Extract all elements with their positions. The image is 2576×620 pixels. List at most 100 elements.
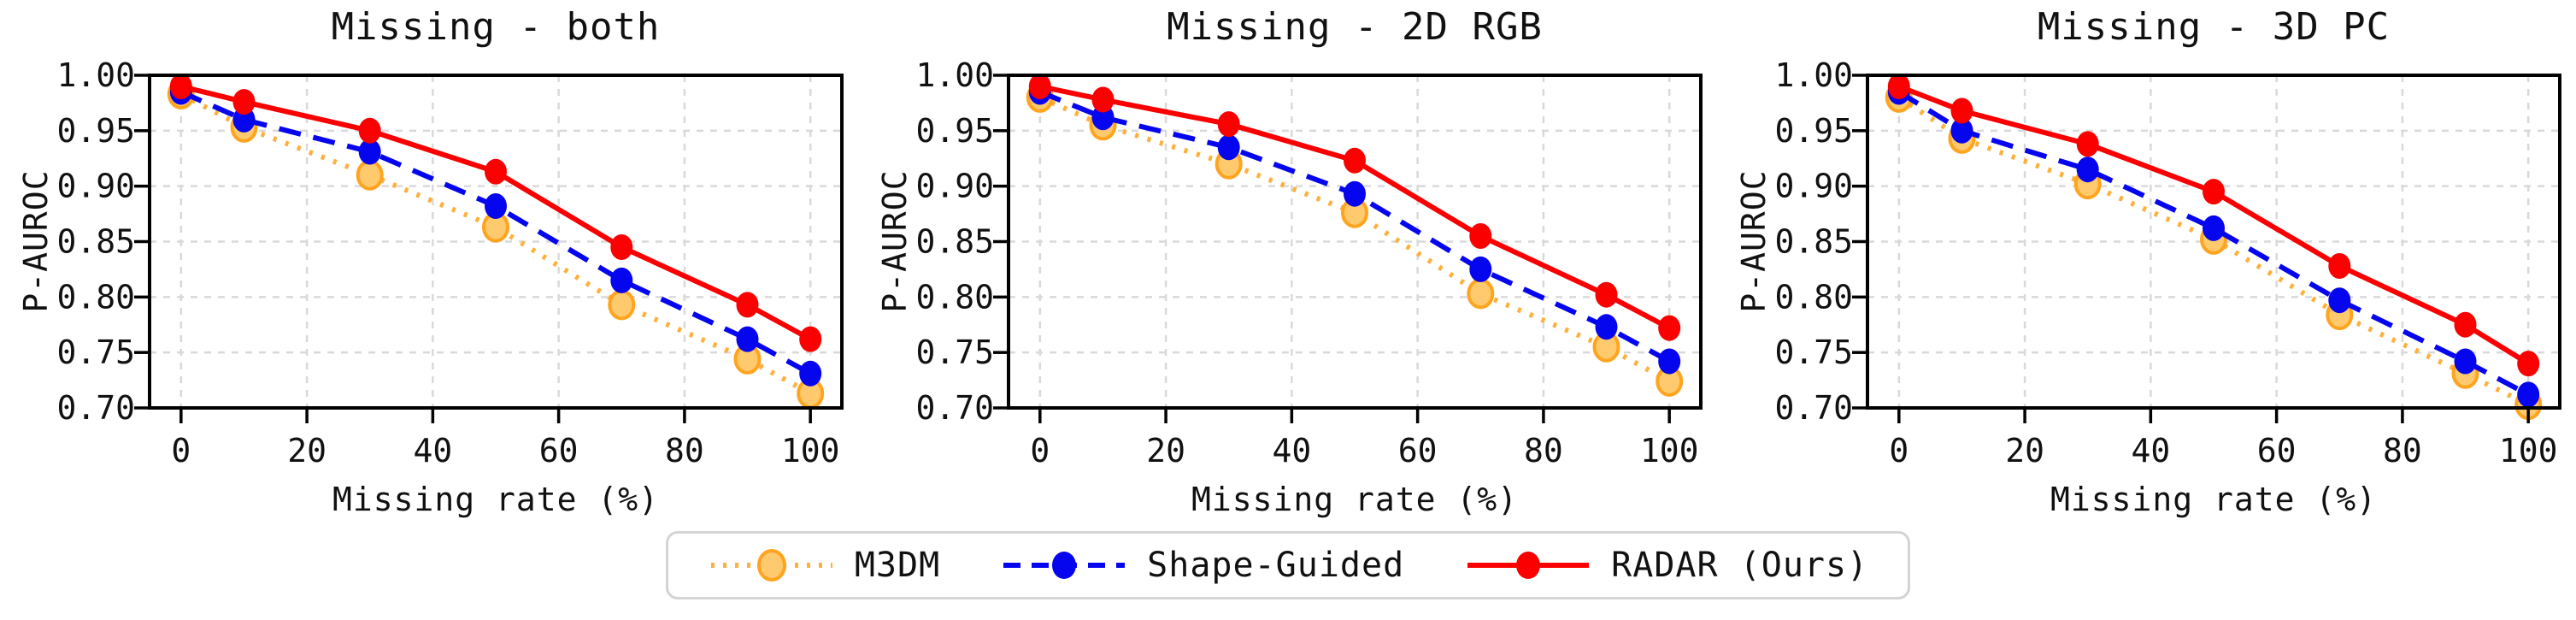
data-point-radar-ours [1091, 86, 1115, 113]
data-point-m3dm [356, 159, 384, 191]
legend: M3DM Shape-Guided RADAR (Ours) [665, 531, 1911, 599]
data-point-radar-ours [736, 292, 759, 318]
data-point-radar-ours [232, 89, 256, 115]
data-point-shape-guided [1344, 180, 1366, 207]
legend-sample-marker [1516, 552, 1541, 579]
y-tick-label: 0.90 [915, 168, 994, 205]
legend-item-m3dm: M3DM [708, 546, 940, 585]
x-tick-label: 40 [413, 432, 452, 469]
y-tick-label: 0.85 [56, 223, 135, 261]
data-point-shape-guided [1950, 117, 1973, 144]
legend-item-shape-guided: Shape-Guided [1000, 546, 1404, 585]
data-point-shape-guided [1595, 314, 1618, 340]
chart-title-missing-3d-pc: Missing - 3D PC [2037, 5, 2391, 49]
data-point-radar-ours [1028, 74, 1051, 99]
data-point-shape-guided [2076, 156, 2099, 183]
x-axis-label: Missing rate (%) [1191, 481, 1519, 518]
chart-title-missing-both: Missing - both [331, 5, 661, 49]
y-axis-label: P-AUROC [1735, 169, 1773, 313]
data-point-shape-guided [1091, 104, 1115, 131]
y-tick-label: 0.75 [56, 334, 135, 371]
data-point-shape-guided [232, 106, 256, 133]
y-tick-label: 0.95 [56, 112, 135, 150]
data-point-shape-guided [358, 139, 381, 165]
y-tick-label: 0.90 [56, 168, 135, 205]
y-tick-label: 0.70 [1774, 389, 1853, 427]
figure: Missing - both 0 20 40 60 80 100 0.70 0.75 0.80 0… [0, 0, 2576, 526]
chart-missing-both: 0 20 40 60 80 100 0.70 0.75 0.80 0.85 0.90 0.95 1.00 [56, 56, 844, 469]
data-point-shape-guided [2517, 381, 2540, 408]
data-point-shape-guided [2328, 287, 2351, 314]
y-axis-label: P-AUROC [17, 169, 55, 313]
data-point-shape-guided [1658, 348, 1681, 375]
data-point-radar-ours [1658, 315, 1681, 341]
y-tick-label: 1.00 [1774, 56, 1853, 94]
series-line-m3dm [179, 92, 812, 396]
data-point-shape-guided [1469, 256, 1492, 282]
chart-title-missing-2d-rgb: Missing - 2D RGB [1167, 5, 1543, 49]
x-axis-label: Missing rate (%) [332, 481, 660, 518]
data-point-radar-ours [1469, 223, 1492, 249]
legend-sample-m3dm-icon [710, 549, 832, 582]
data-point-shape-guided [736, 326, 759, 352]
data-point-shape-guided [799, 360, 822, 387]
y-tick-label: 0.75 [1774, 334, 1853, 371]
panel-missing-3d-pc: Missing - 3D PC 0 20 40 60 80 100 0.70 0.75 0.80… [1718, 0, 2576, 526]
data-point-radar-ours [1950, 97, 1973, 124]
x-tick-label: 100 [781, 432, 840, 469]
data-point-shape-guided [2454, 348, 2477, 375]
legend-sample-radar-ours-icon [1467, 552, 1590, 579]
plot-border [1007, 74, 1703, 410]
x-tick-label: 80 [665, 432, 704, 469]
data-point-shape-guided [1217, 134, 1240, 161]
y-tick-label: 0.80 [915, 278, 994, 316]
x-tick-label: 60 [1398, 432, 1438, 469]
plot-border [1866, 74, 2561, 410]
y-tick-label: 0.75 [915, 334, 994, 371]
data-point-radar-ours [169, 74, 192, 99]
y-tick-label: 0.80 [56, 278, 135, 316]
x-tick-label: 20 [287, 432, 326, 469]
y-tick-label: 0.90 [1774, 168, 1853, 205]
legend-label-shape-guided: Shape-Guided [1147, 546, 1405, 585]
y-tick-label: 0.95 [915, 112, 994, 150]
legend-label-radar-ours: RADAR (Ours) [1611, 546, 1869, 585]
data-point-m3dm [1467, 278, 1495, 310]
data-point-radar-ours [2076, 131, 2099, 157]
x-tick-label: 0 [171, 432, 191, 469]
x-tick-label: 60 [2257, 432, 2297, 469]
legend-sample-marker [1052, 552, 1077, 579]
x-tick-label: 60 [539, 432, 579, 469]
y-tick-label: 1.00 [915, 56, 994, 94]
plot-border [148, 74, 844, 410]
x-tick-label: 0 [1030, 432, 1050, 469]
x-tick-label: 100 [1640, 432, 1699, 469]
y-tick-label: 0.70 [56, 389, 135, 427]
panel-missing-2d-rgb: Missing - 2D RGB 0 20 40 60 80 100 0.70 0.75 0.8… [859, 0, 1718, 526]
y-tick-label: 0.95 [1774, 112, 1853, 150]
panel-missing-both: Missing - both 0 20 40 60 80 100 0.70 0.75 0.80 0… [0, 0, 859, 526]
x-tick-label: 100 [2499, 432, 2558, 469]
data-point-radar-ours [485, 158, 507, 185]
x-tick-label: 80 [2383, 432, 2422, 469]
legend-row: M3DM Shape-Guided RADAR (Ours) [0, 526, 2576, 620]
x-axis-label: Missing rate (%) [2050, 481, 2378, 518]
legend-sample-marker [756, 549, 786, 582]
x-tick-label: 80 [1524, 432, 1563, 469]
legend-label-m3dm: M3DM [854, 546, 941, 585]
y-tick-label: 1.00 [56, 56, 135, 94]
data-point-radar-ours [2517, 351, 2540, 377]
chart-missing-2d-rgb: 0 20 40 60 80 100 0.70 0.75 0.80 0.85 0.90 0.95 1.00 [915, 56, 1703, 469]
x-tick-label: 20 [2005, 432, 2044, 469]
legend-sample-shape-guided-icon [1003, 552, 1126, 579]
data-point-m3dm [608, 289, 636, 321]
x-tick-label: 20 [1146, 432, 1185, 469]
x-tick-label: 40 [2131, 432, 2170, 469]
data-point-radar-ours [799, 326, 822, 352]
data-point-radar-ours [1887, 74, 1910, 99]
data-point-radar-ours [1217, 111, 1240, 138]
data-point-radar-ours [358, 117, 381, 144]
data-point-radar-ours [610, 234, 633, 260]
y-tick-label: 0.80 [1774, 278, 1853, 316]
data-point-shape-guided [2203, 215, 2225, 241]
